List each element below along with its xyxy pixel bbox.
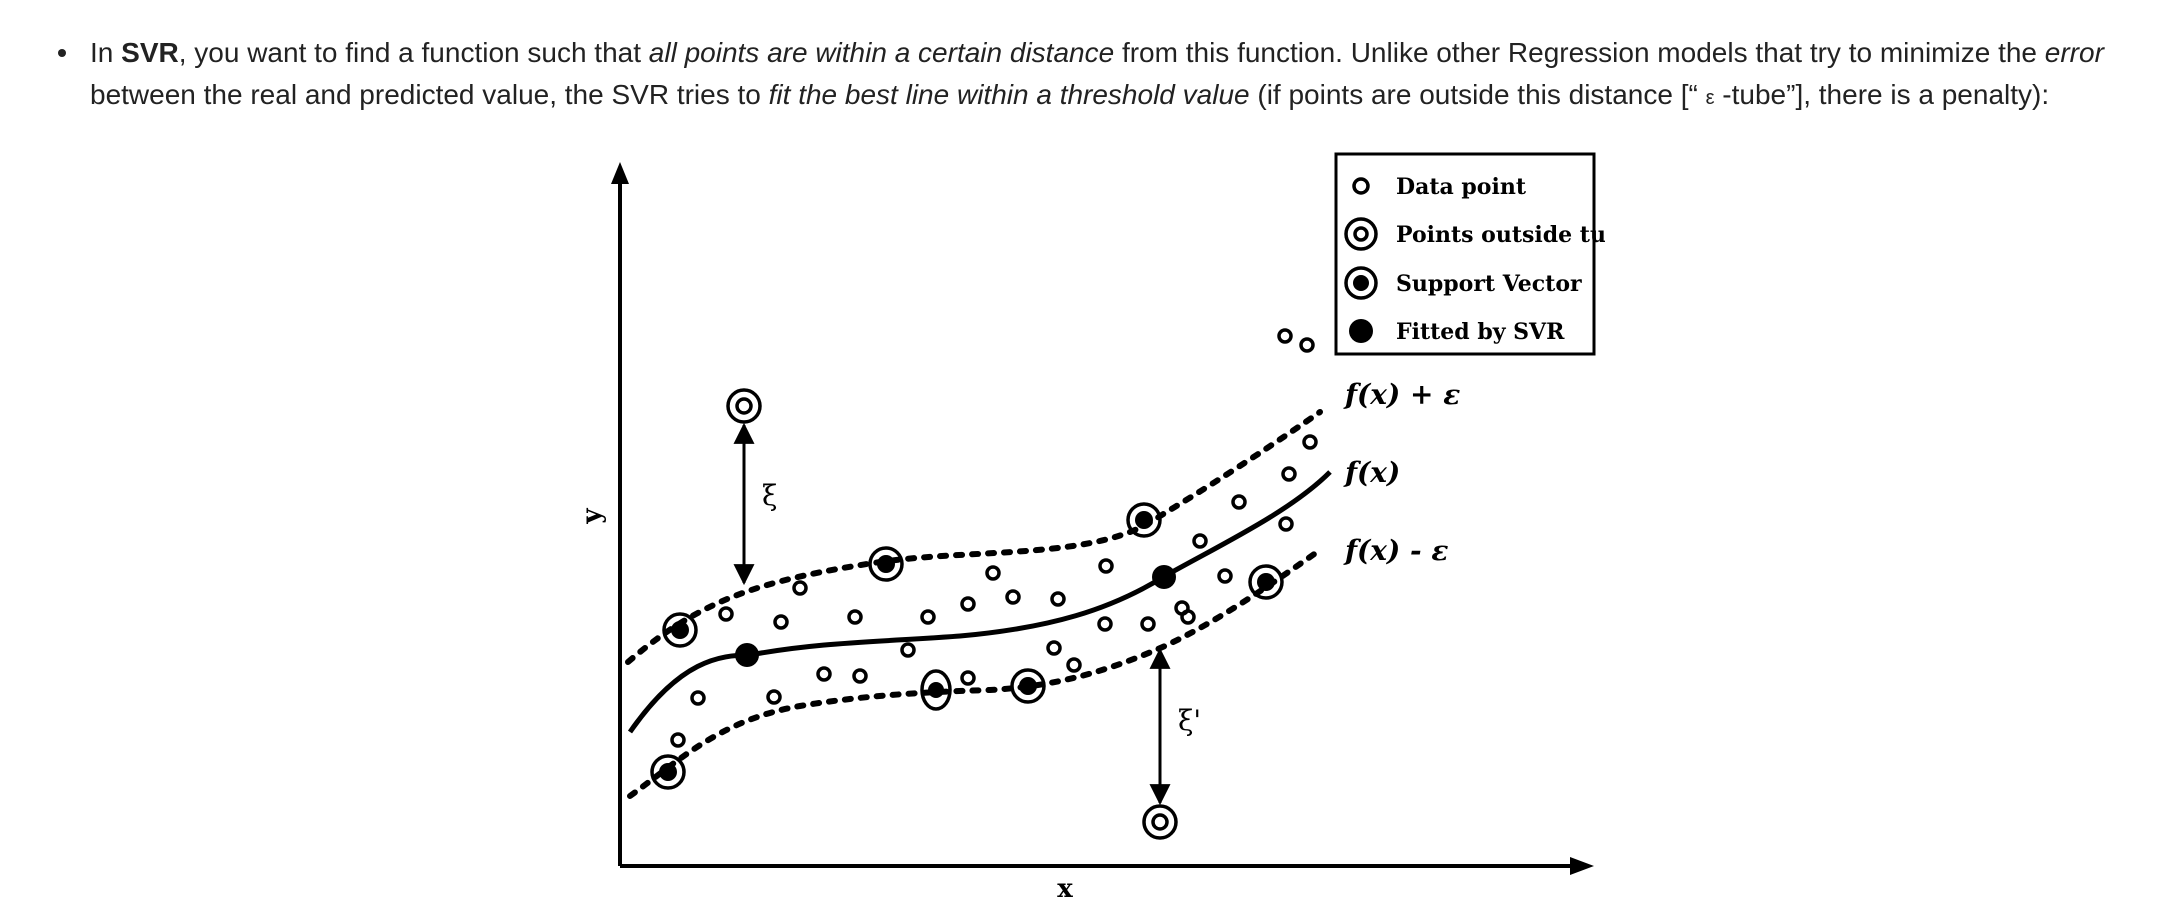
x-axis-arrowhead <box>1570 857 1594 875</box>
data-point <box>1277 328 1293 344</box>
data-point <box>1046 640 1062 656</box>
svr-description-item: In SVR, you want to find a function such… <box>58 32 2150 119</box>
legend-support-icon-dot <box>1353 275 1369 291</box>
data-point <box>670 732 686 748</box>
y-axis-arrowhead <box>611 162 629 184</box>
legend-outside-label: Points outside tube <box>1396 222 1605 248</box>
outside-point-outer <box>726 388 762 424</box>
data-point <box>1066 657 1082 673</box>
data-point <box>718 606 734 622</box>
fitted-points <box>735 565 1176 667</box>
data-point <box>690 690 706 706</box>
upper-tube-curve <box>625 409 1323 665</box>
data-point <box>1192 533 1208 549</box>
fitted-curve <box>627 470 1332 734</box>
lower-tube-curve <box>627 547 1323 799</box>
support-vector-ring <box>1010 668 1046 704</box>
svr-figure: x y ξ ξ' <box>575 140 1605 906</box>
support-vector-ring <box>920 669 952 711</box>
emphasis-fit-best-line: fit the best line within a threshold val… <box>768 79 1250 110</box>
middle-curve-label: f(x) <box>1343 456 1400 489</box>
legend-box <box>1334 152 1596 356</box>
data-point <box>773 614 789 630</box>
legend-outside-icon-inner <box>1353 226 1369 242</box>
support-vector-dot <box>928 682 944 698</box>
support-vector-dot <box>1019 677 1037 695</box>
legend-data-point-icon <box>1352 177 1370 195</box>
emphasis-all-points: all points are within a certain distance <box>648 37 1115 68</box>
support-vector-ring <box>662 612 698 648</box>
fitted-point <box>735 643 759 667</box>
data-point <box>1050 591 1066 607</box>
xi-label: ξ <box>762 479 777 512</box>
text-segment: -tube”], there is a penalty): <box>1714 79 2050 110</box>
data-point <box>960 670 976 686</box>
data-point <box>1231 494 1247 510</box>
data-point <box>960 596 976 612</box>
legend-outside-icon-outer <box>1344 217 1378 251</box>
data-point <box>766 689 782 705</box>
data-point <box>816 666 832 682</box>
data-point <box>1005 589 1021 605</box>
text-segment: between the real and predicted value, th… <box>90 79 769 110</box>
xi-star-label: ξ' <box>1178 704 1201 737</box>
support-vector-dot <box>1257 573 1275 591</box>
x-axis-label: x <box>1057 874 1073 904</box>
outside-tube-points <box>726 388 1178 840</box>
lower-curve-label: f(x) - ε <box>1343 534 1448 567</box>
legend: Data point Points outside tube Support V… <box>1334 152 1605 356</box>
data-points <box>670 328 1318 748</box>
emphasis-error: error <box>2044 37 2104 68</box>
data-point <box>1281 466 1297 482</box>
data-point <box>1299 337 1315 353</box>
data-point <box>900 642 916 658</box>
support-vector-dot <box>1135 511 1153 529</box>
data-point <box>1217 568 1233 584</box>
legend-fitted-icon <box>1349 319 1373 343</box>
support-vector-dot <box>659 763 677 781</box>
outside-point-inner <box>735 397 753 415</box>
data-point <box>920 609 936 625</box>
legend-fitted-label: Fitted by SVR <box>1396 319 1565 345</box>
data-point <box>1278 516 1294 532</box>
data-point <box>985 565 1001 581</box>
data-point <box>1174 600 1190 616</box>
data-point <box>852 668 868 684</box>
outside-point-inner <box>1151 813 1169 831</box>
support-vector-ring <box>1126 502 1162 538</box>
legend-data-point-label: Data point <box>1396 174 1527 200</box>
epsilon-symbol: ε <box>1705 87 1715 109</box>
support-vectors <box>650 502 1284 790</box>
data-point <box>792 580 808 596</box>
data-point <box>1140 616 1156 632</box>
legend-support-icon-ring <box>1344 266 1378 300</box>
svr-diagram: x y ξ ξ' <box>577 152 1605 904</box>
data-point <box>1302 434 1318 450</box>
data-point <box>847 609 863 625</box>
text-segment: , you want to find a function such that <box>178 37 649 68</box>
upper-curve-label: f(x) + ε <box>1343 378 1460 411</box>
support-vector-dot <box>877 555 895 573</box>
text-segment: In <box>90 37 122 68</box>
y-axis-label: y <box>577 508 607 525</box>
legend-support-label: Support Vector <box>1396 271 1582 297</box>
text-segment: from this function. Unlike other Regress… <box>1114 37 2045 68</box>
data-point <box>1097 616 1113 632</box>
support-vector-ring <box>1248 564 1284 600</box>
svr-term: SVR <box>121 37 179 68</box>
bullet-dot <box>58 49 66 57</box>
text-segment: (if points are outside this distance [“ <box>1249 79 1706 110</box>
outside-point-outer <box>1142 804 1178 840</box>
fitted-point <box>1152 565 1176 589</box>
support-vector-dot <box>671 621 689 639</box>
support-vector-ring <box>868 546 904 582</box>
support-vector-ring <box>650 754 686 790</box>
data-point <box>1098 558 1114 574</box>
